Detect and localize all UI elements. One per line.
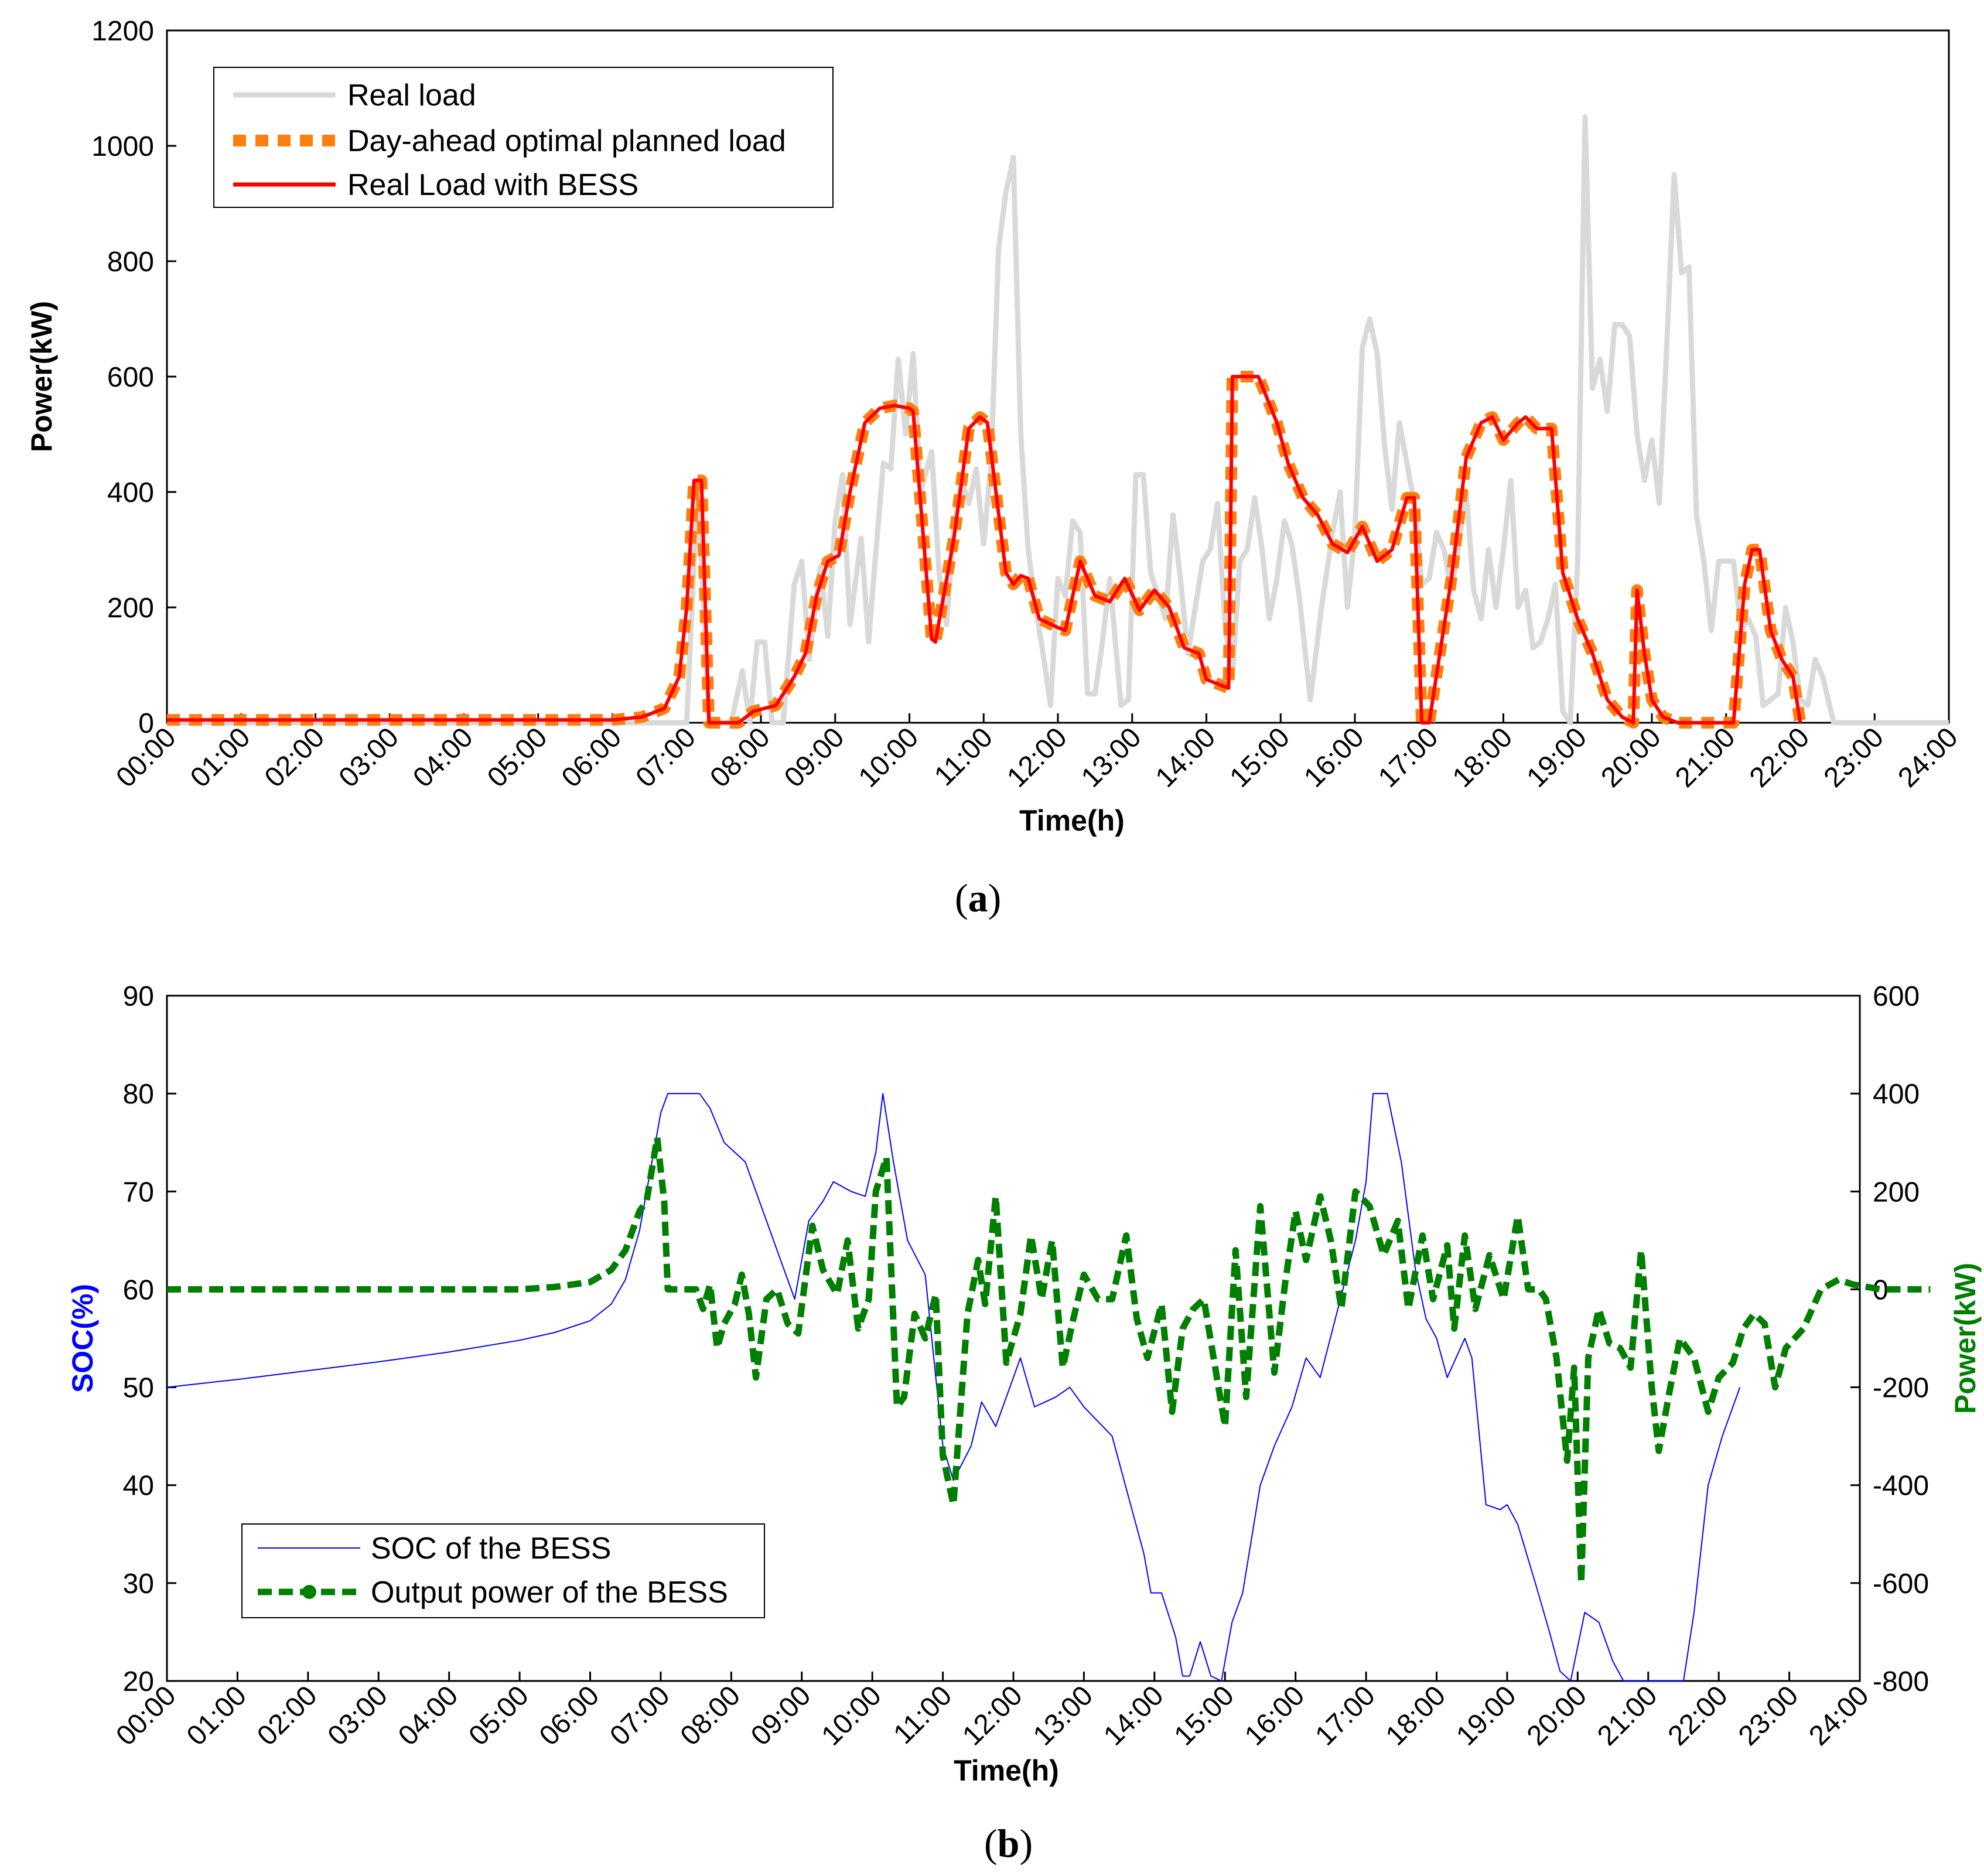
panel-b-ylabel-right: Power(kW) — [1949, 1263, 1982, 1414]
panel-b-xtick-label: 24:00 — [1803, 1680, 1874, 1751]
panel-b-xtick-label: 13:00 — [1027, 1680, 1099, 1751]
panel-b-xlabel: Time(h) — [954, 1754, 1059, 1787]
legend-real-with-bess-label: Real Load with BESS — [347, 168, 638, 202]
panel-b-xtick-label: 17:00 — [1309, 1680, 1381, 1751]
panel-a-xtick-label: 04:00 — [407, 722, 479, 793]
series-bess-power — [167, 1134, 1931, 1587]
panel-b-xtick-label: 03:00 — [322, 1680, 394, 1751]
panel-b-right-ytick-label: 600 — [1873, 981, 1920, 1012]
panel-a-ytick-label: 600 — [107, 362, 154, 393]
panel-a-xtick-label: 18:00 — [1447, 722, 1518, 793]
series-soc — [166, 1093, 1741, 1682]
panel-b-xtick-label: 16:00 — [1239, 1680, 1310, 1751]
panel-b-left-ytick-label: 60 — [123, 1274, 154, 1306]
panel-a-xtick-label: 03:00 — [333, 722, 405, 793]
panel-b-left-ytick-label: 30 — [123, 1569, 154, 1600]
panel-a-ytick-label: 200 — [107, 593, 154, 624]
series-real-load — [167, 114, 1949, 726]
panel-a-xtick-label: 11:00 — [928, 722, 999, 792]
panel-b-right-ytick-label: -400 — [1873, 1471, 1929, 1502]
panel-b-xtick-label: 12:00 — [957, 1680, 1028, 1751]
panel-b-ylabel-left: SOC(%) — [66, 1284, 99, 1393]
panel-b-xtick-label: 21:00 — [1592, 1680, 1663, 1751]
panel-b-xtick-label: 23:00 — [1733, 1680, 1804, 1751]
panel-b-left-ytick-label: 50 — [123, 1373, 154, 1404]
panel-b-right-ytick-label: -600 — [1873, 1569, 1929, 1600]
panel-a-xtick-label: 07:00 — [630, 722, 702, 793]
panel-a-xtick-label: 16:00 — [1298, 722, 1370, 793]
panel-b-label: (b) — [984, 1821, 1033, 1865]
panel-a-xtick-label: 20:00 — [1595, 722, 1667, 793]
panel-b-right-ytick-label: 400 — [1873, 1079, 1920, 1110]
panel-b-legend: SOC of the BESS Output power of the BESS — [241, 1523, 765, 1618]
panel-a-xtick-label: 01:00 — [185, 722, 256, 793]
panel-b-left-ytick-label: 40 — [123, 1471, 154, 1502]
series-real-with-bess — [167, 375, 1802, 725]
panel-b-xtick-label: 10:00 — [816, 1680, 887, 1751]
panel-b-xtick-label: 06:00 — [534, 1680, 605, 1751]
panel-b-xtick-label: 02:00 — [251, 1680, 323, 1751]
panel-b-xtick-label: 18:00 — [1380, 1680, 1452, 1751]
panel-b-xtick-label: 01:00 — [181, 1680, 252, 1751]
panel-b-xtick-label: 11:00 — [887, 1680, 958, 1750]
panel-a-ytick-label: 800 — [107, 247, 154, 278]
panel-b-right-ytick-label: -800 — [1873, 1666, 1929, 1697]
panel-a-xtick-label: 13:00 — [1075, 722, 1147, 793]
panel-a-xlabel: Time(h) — [1019, 804, 1125, 837]
panel-a-xtick-label: 17:00 — [1372, 722, 1444, 793]
panel-a-ylabel: Power(kW) — [25, 301, 58, 452]
panel-b-letter: b — [998, 1821, 1020, 1865]
panel-a-ytick-label: 0 — [138, 708, 154, 739]
panel-a-ytick-label: 1000 — [91, 131, 154, 162]
panel-b-xtick-label: 15:00 — [1169, 1680, 1240, 1751]
panel-a-ytick-label: 1200 — [91, 16, 154, 47]
panel-a-xtick-label: 09:00 — [778, 722, 850, 793]
panel-b-xtick-label: 07:00 — [604, 1680, 675, 1751]
panel-a-xtick-label: 14:00 — [1150, 722, 1221, 793]
legend-soc-label: SOC of the BESS — [371, 1532, 611, 1566]
panel-a-xtick-label: 10:00 — [853, 722, 924, 793]
panel-a-xtick-label: 21:00 — [1669, 722, 1741, 793]
panel-b-left-ytick-label: 70 — [123, 1177, 154, 1208]
panel-a-ytick-label: 400 — [107, 477, 154, 508]
panel-b-left-ytick-label: 90 — [123, 981, 154, 1012]
panel-b-xtick-label: 09:00 — [745, 1680, 817, 1751]
panel-b-right-ytick-label: 200 — [1873, 1177, 1920, 1208]
legend-bess-power-marker — [302, 1585, 316, 1599]
panel-a-xtick-label: 08:00 — [704, 722, 776, 793]
panel-a-xtick-label: 19:00 — [1521, 722, 1593, 793]
panel-b-left-ytick-label: 20 — [123, 1666, 154, 1697]
panel-b-right-ytick-label: -200 — [1873, 1373, 1929, 1404]
panel-b-xtick-label: 20:00 — [1521, 1680, 1593, 1751]
legend-planned-load-label: Day-ahead optimal planned load — [347, 124, 786, 158]
panel-b-xtick-label: 05:00 — [463, 1680, 534, 1751]
panel-b-legend-box — [241, 1523, 765, 1618]
panel-a-xtick-label: 22:00 — [1744, 722, 1815, 793]
panel-a-xtick-label: 15:00 — [1224, 722, 1296, 793]
panel-b-xtick-label: 14:00 — [1098, 1680, 1169, 1751]
panel-b-xtick-label: 19:00 — [1450, 1680, 1522, 1751]
panel-b-xtick-label: 08:00 — [675, 1680, 746, 1751]
panel-b-xtick-label: 22:00 — [1662, 1680, 1734, 1751]
panel-a-xtick-label: 05:00 — [482, 722, 553, 793]
panel-a-xtick-label: 12:00 — [1001, 722, 1073, 793]
panel-a-label: (a) — [955, 876, 1001, 920]
panel-a-xtick-label: 02:00 — [259, 722, 330, 793]
panel-a-xtick-label: 06:00 — [556, 722, 627, 793]
legend-bess-power-label: Output power of the BESS — [371, 1576, 728, 1610]
panel-b-xtick-label: 04:00 — [392, 1680, 464, 1751]
panel-b-left-ytick-label: 80 — [123, 1079, 154, 1110]
panel-a-letter: a — [968, 876, 988, 920]
panel-a-xtick-label: 24:00 — [1892, 722, 1963, 793]
legend-real-load-label: Real load — [347, 78, 476, 112]
panel-a-legend: Real load Day-ahead optimal planned load… — [213, 67, 834, 208]
panel-a-xtick-label: 23:00 — [1818, 722, 1890, 793]
